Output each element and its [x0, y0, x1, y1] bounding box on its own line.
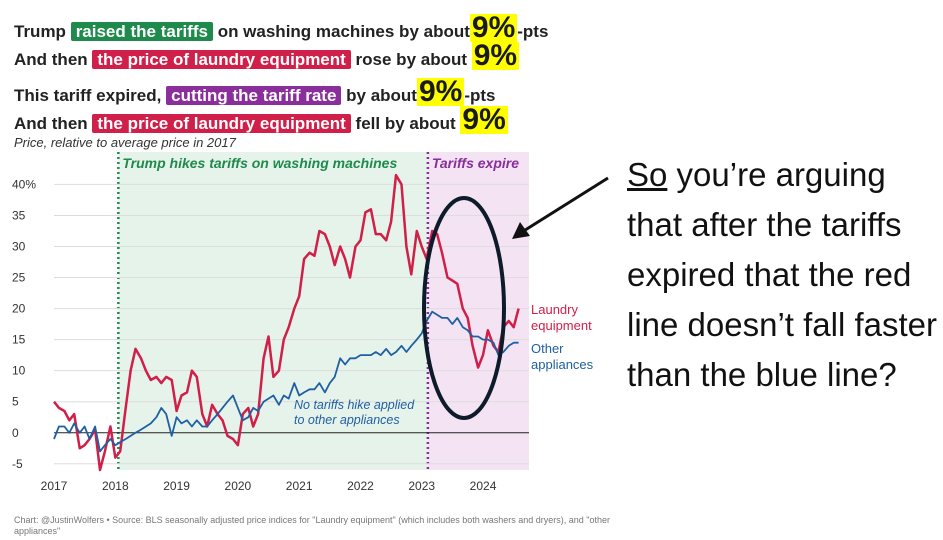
y-tick-label: -5	[12, 457, 23, 471]
headline-3: This tariff expired, cutting the tariff …	[14, 75, 496, 108]
y-tick-label: 35	[12, 208, 26, 222]
big-number: 9%	[471, 39, 520, 72]
chart-subtitle: Price, relative to average price in 2017	[14, 135, 236, 150]
headline-suffix: -pts	[464, 86, 496, 105]
big-number: 9%	[460, 103, 508, 136]
region-band	[118, 152, 428, 470]
x-tick-label: 2021	[286, 479, 313, 493]
headline-text: by about	[346, 86, 417, 105]
annotation-text: to other appliances	[294, 413, 400, 427]
commentary-text: So you’re arguing that after the tariffs…	[627, 150, 937, 400]
headline-text: fell by about	[355, 114, 456, 133]
series-label: appliances	[531, 357, 594, 372]
headline-suffix: -pts	[517, 22, 549, 41]
headline-text: Trump	[14, 22, 66, 41]
y-tick-label: 25	[12, 271, 26, 285]
y-tick-label: 15	[12, 333, 26, 347]
x-tick-label: 2019	[163, 479, 190, 493]
line-chart: Trump hikes tariffs on washing machines T…	[12, 152, 594, 493]
highlight-red: the price of laundry equipment	[92, 50, 351, 69]
x-tick-label: 2020	[225, 479, 252, 493]
x-tick-label: 2017	[41, 479, 68, 493]
comment-first-word: So	[627, 156, 668, 193]
highlight-purple: cutting the tariff rate	[166, 86, 342, 105]
headline-text: rose by about	[355, 50, 468, 69]
highlight-red: the price of laundry equipment	[92, 114, 351, 133]
y-tick-label: 5	[12, 395, 19, 409]
series-label: Laundry	[531, 302, 578, 317]
x-tick-label: 2024	[470, 479, 497, 493]
headline-1: Trump raised the tariffs on washing mach…	[14, 11, 549, 44]
big-number: 9%	[416, 75, 465, 108]
x-tick-label: 2022	[347, 479, 374, 493]
series-label: Other	[531, 341, 564, 356]
y-tick-label: 30	[12, 240, 26, 254]
region-label: Tariffs expire	[432, 155, 519, 171]
annotation-text: No tariffs hike applied	[294, 398, 415, 412]
headline-text: And then	[14, 50, 88, 69]
x-tick-label: 2023	[408, 479, 435, 493]
comment-rest: you’re arguing that after the tariffs ex…	[627, 156, 938, 393]
headline-text: This tariff expired,	[14, 86, 162, 105]
big-number: 9%	[469, 11, 518, 44]
region-band	[427, 152, 529, 470]
x-tick-label: 2018	[102, 479, 129, 493]
series-label: equipment	[531, 318, 592, 333]
region-label: Trump hikes tariffs on washing machines	[122, 155, 397, 171]
y-tick-label: 40%	[12, 177, 36, 191]
chart-credit: Chart: @JustinWolfers • Source: BLS seas…	[14, 515, 611, 536]
headline-4: And then the price of laundry equipment …	[14, 103, 508, 136]
y-tick-label: 10	[12, 364, 26, 378]
headline-2: And then the price of laundry equipment …	[14, 39, 520, 72]
y-tick-label: 0	[12, 426, 19, 440]
highlight-green: raised the tariffs	[70, 22, 213, 41]
headline-text: on washing machines by about	[217, 22, 470, 41]
headline-text: And then	[14, 114, 88, 133]
y-tick-label: 20	[12, 302, 26, 316]
